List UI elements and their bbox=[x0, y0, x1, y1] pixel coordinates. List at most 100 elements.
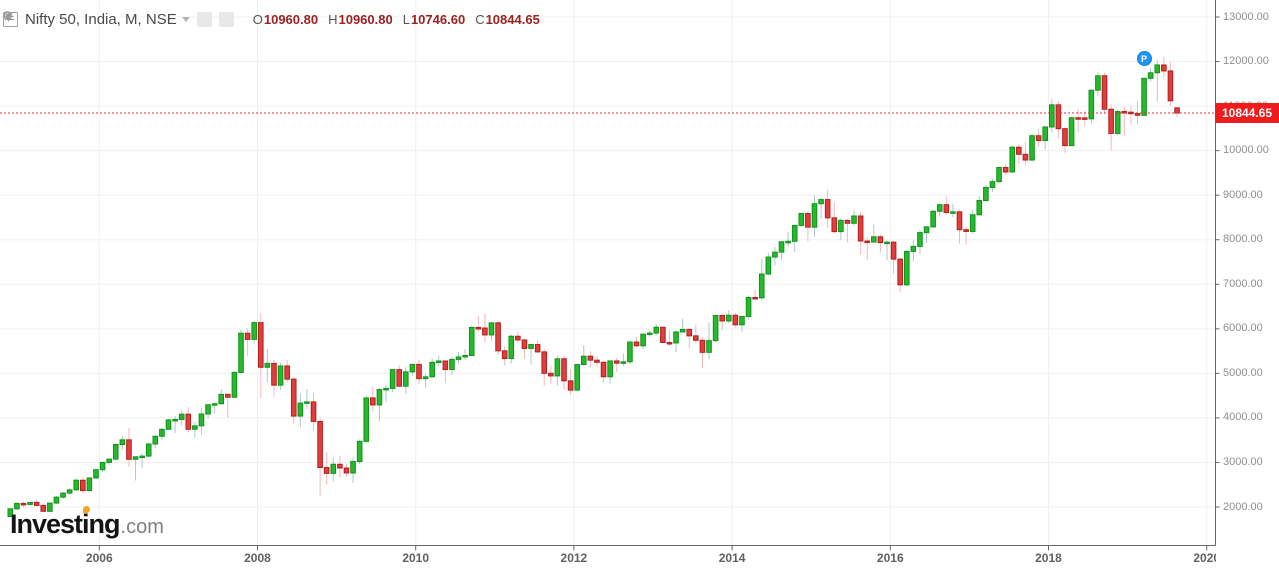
candle-body bbox=[290, 378, 297, 417]
low-value: 10746.60 bbox=[410, 12, 466, 27]
candle-body bbox=[370, 397, 376, 406]
chevron-down-icon[interactable] bbox=[181, 17, 190, 22]
candle-body bbox=[1048, 104, 1055, 128]
candle-body bbox=[1081, 117, 1088, 120]
x-axis-label: 2018 bbox=[1035, 551, 1062, 565]
y-axis-label: 6000.00 bbox=[1223, 322, 1263, 335]
candle-body bbox=[594, 359, 600, 363]
chart-legend: Nifty 50, India, M, NSE O10960.80 H10960… bbox=[3, 11, 540, 28]
candle-body bbox=[521, 339, 528, 349]
candle-body bbox=[923, 226, 930, 234]
candle-body bbox=[963, 229, 969, 232]
candle-body bbox=[871, 236, 877, 243]
candle-body bbox=[719, 314, 726, 322]
candle-body bbox=[152, 435, 159, 445]
candle-body bbox=[60, 492, 66, 498]
candle-body bbox=[304, 401, 310, 404]
investing-logo: Investing .com bbox=[10, 509, 164, 540]
candle-body bbox=[646, 332, 653, 336]
candle-body bbox=[462, 354, 468, 358]
candle-body bbox=[613, 360, 620, 364]
y-axis-label: 2000.00 bbox=[1223, 500, 1263, 513]
candle-body bbox=[159, 428, 165, 437]
candle-body bbox=[429, 361, 435, 378]
close-value: 10844.65 bbox=[485, 12, 540, 27]
candle-body bbox=[679, 328, 686, 333]
x-axis-label: 2006 bbox=[85, 551, 113, 565]
candle-body bbox=[231, 371, 238, 398]
candle-body bbox=[548, 372, 554, 377]
candle-body bbox=[225, 393, 231, 398]
ohlc-readout: O10960.80 H10960.80 L10746.60 C10844.65 bbox=[253, 12, 540, 27]
candle-body bbox=[475, 326, 482, 330]
settings-button[interactable] bbox=[3, 11, 234, 27]
candle-body bbox=[600, 361, 607, 378]
candle-body bbox=[416, 363, 422, 380]
candle-body bbox=[363, 397, 370, 442]
candle-body bbox=[587, 355, 594, 361]
candle-body bbox=[950, 211, 956, 214]
high-value: 10960.80 bbox=[338, 12, 393, 27]
candle-body bbox=[383, 387, 389, 391]
candle-body bbox=[389, 369, 396, 389]
candle-body bbox=[633, 341, 640, 347]
x-axis-label: 2008 bbox=[244, 551, 271, 565]
candle-body bbox=[989, 181, 996, 188]
candle-body bbox=[1161, 64, 1167, 72]
candle-body bbox=[818, 199, 824, 205]
x-axis-label: 2014 bbox=[718, 551, 746, 565]
candle-body bbox=[198, 413, 205, 427]
candle-body bbox=[653, 326, 660, 334]
candle-body bbox=[508, 335, 515, 360]
candle-body bbox=[482, 327, 488, 336]
candle-body bbox=[251, 322, 257, 340]
candle-body bbox=[66, 489, 73, 494]
candle-body bbox=[739, 315, 745, 326]
candle-body bbox=[772, 251, 778, 258]
candle-body bbox=[554, 358, 561, 377]
candle-body bbox=[172, 418, 178, 422]
candle-body bbox=[1108, 108, 1114, 134]
candle-body bbox=[1068, 117, 1075, 147]
candle-body bbox=[851, 215, 857, 224]
candle-body bbox=[1022, 153, 1029, 161]
candle-body bbox=[758, 273, 765, 299]
investing-logo-flame-icon bbox=[83, 506, 90, 513]
event-marker-badge[interactable]: P bbox=[1136, 51, 1152, 67]
candle-body bbox=[422, 376, 429, 380]
candle-body bbox=[1134, 113, 1141, 116]
candle-body bbox=[752, 296, 758, 300]
candle-body bbox=[877, 236, 884, 244]
candle-body bbox=[73, 479, 80, 491]
visibility-toggle-button[interactable] bbox=[3, 11, 212, 27]
candle-body bbox=[1114, 111, 1121, 134]
time-axis[interactable]: 2006 2008 2010 2012 2014 2016 2018 2020 bbox=[0, 545, 1216, 568]
candle-body bbox=[791, 224, 798, 242]
candle-body bbox=[1154, 64, 1161, 74]
candle-body bbox=[686, 328, 693, 337]
y-axis-label: 9000.00 bbox=[1223, 188, 1263, 201]
candle-body bbox=[106, 458, 112, 463]
candle-body bbox=[40, 504, 47, 512]
candle-body bbox=[47, 502, 53, 512]
candle-body bbox=[165, 419, 172, 430]
candle-body bbox=[501, 350, 508, 360]
instrument-title: Nifty 50, India, M, NSE bbox=[25, 11, 177, 28]
candle-body bbox=[824, 199, 831, 219]
candle-body bbox=[910, 245, 917, 252]
close-label: C bbox=[475, 12, 485, 27]
candle-body bbox=[442, 360, 449, 371]
candle-body bbox=[798, 213, 805, 226]
candle-body bbox=[350, 461, 356, 474]
candle-body bbox=[699, 339, 706, 353]
candle-body bbox=[541, 351, 548, 374]
candle-body bbox=[765, 256, 772, 275]
candle-body bbox=[930, 210, 936, 228]
candle-body bbox=[607, 360, 613, 378]
candle-body bbox=[1141, 77, 1147, 116]
price-axis[interactable]: 13000.0012000.0011000.0010000.009000.008… bbox=[1216, 0, 1279, 545]
candle-body bbox=[185, 413, 192, 430]
y-axis-label: 5000.00 bbox=[1223, 366, 1263, 379]
candle-body bbox=[890, 241, 897, 260]
